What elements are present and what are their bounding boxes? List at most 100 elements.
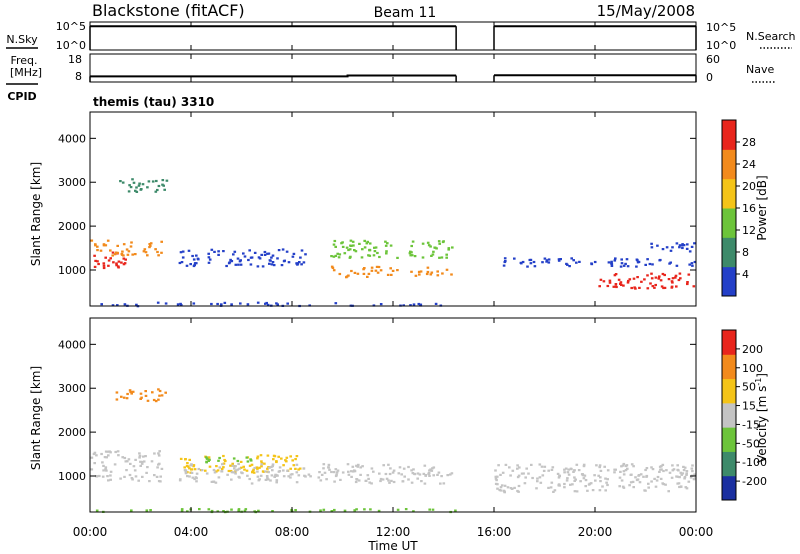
heatmap-cell	[606, 284, 610, 288]
heatmap-cell	[543, 465, 547, 468]
heatmap-cell	[184, 472, 188, 475]
heatmap-cell	[294, 509, 297, 512]
heatmap-cell	[126, 253, 130, 256]
heatmap-cell	[156, 466, 159, 469]
heatmap-cell	[429, 468, 432, 471]
heatmap-cell	[533, 265, 537, 268]
heatmap-cell	[267, 471, 270, 474]
heatmap-cell	[292, 464, 296, 467]
heatmap-cell	[280, 457, 283, 460]
colorbar-swatch	[722, 178, 736, 209]
heatmap-cell	[294, 458, 297, 461]
heatmap-cell	[676, 482, 679, 485]
heatmap-cell	[347, 248, 350, 252]
colorbar-swatch	[722, 266, 736, 297]
y-tick-label: 3000	[58, 176, 86, 189]
heatmap-cell	[398, 466, 402, 469]
heatmap-cell	[403, 475, 406, 478]
heatmap-cell	[131, 253, 134, 256]
heatmap-cell	[309, 475, 312, 478]
colorbar-frame	[721, 329, 737, 501]
heatmap-cell	[413, 473, 417, 476]
heatmap-cell	[686, 281, 689, 284]
time-x-axis: 00:00 04:00 08:00 12:00 16:00 20:00 00:00	[73, 22, 714, 539]
heatmap-cell	[440, 475, 443, 478]
heatmap-cell	[590, 262, 593, 265]
heatmap-cell	[297, 468, 300, 471]
heatmap-cell	[376, 251, 379, 255]
heatmap-cell	[613, 259, 617, 262]
heatmap-cell	[628, 484, 631, 487]
heatmap-cell	[520, 472, 524, 475]
heatmap-cell	[648, 262, 652, 266]
heatmap-cell	[122, 396, 126, 399]
heatmap-cell	[681, 243, 684, 246]
heatmap-cell	[382, 464, 385, 467]
heatmap-cell	[599, 469, 603, 472]
heatmap-cell	[621, 464, 625, 467]
heatmap-cell	[234, 469, 238, 472]
heatmap-cell	[358, 242, 361, 245]
heatmap-cell	[674, 274, 678, 277]
heatmap-cell	[137, 479, 140, 482]
colorbar-tick-label: 24	[742, 158, 756, 171]
heatmap-cell	[322, 508, 326, 511]
heatmap-cell	[397, 472, 401, 475]
heatmap-cell	[111, 254, 114, 257]
heatmap-cell	[602, 280, 606, 283]
heatmap-cell	[147, 180, 151, 183]
heatmap-cell	[158, 389, 162, 393]
heatmap-cell	[141, 183, 145, 186]
heatmap-cell	[651, 285, 655, 288]
heatmap-cell	[626, 281, 630, 284]
heatmap-cell	[97, 262, 100, 266]
heatmap-cell	[567, 468, 570, 471]
heatmap-cell	[93, 265, 97, 268]
heatmap-cell	[573, 476, 576, 479]
heatmap-cell	[286, 302, 289, 305]
heatmap-cell	[149, 244, 152, 247]
heatmap-cell	[330, 255, 333, 258]
heatmap-cell	[651, 263, 654, 266]
heatmap-cell	[153, 474, 156, 477]
heatmap-cell	[197, 467, 201, 471]
x-tick-label: 00:00	[679, 525, 714, 539]
heatmap-cell	[141, 460, 144, 464]
heatmap-cell	[642, 475, 645, 478]
date-label: 15/May/2008	[597, 2, 695, 20]
heatmap-cell	[256, 470, 259, 473]
heatmap-cell	[357, 463, 360, 466]
heatmap-cell	[268, 262, 271, 265]
heatmap-cell	[364, 479, 368, 482]
x-axis-label: Time UT	[367, 539, 418, 553]
heatmap-cell	[586, 489, 589, 492]
heatmap-cell	[304, 475, 307, 478]
heatmap-cell	[148, 480, 151, 483]
heatmap-cell	[276, 303, 279, 306]
heatmap-cell	[355, 508, 358, 511]
heatmap-cell	[591, 489, 595, 492]
heatmap-cell	[410, 244, 413, 248]
heatmap-cell	[400, 473, 403, 476]
heatmap-cell	[605, 481, 608, 484]
heatmap-cell	[396, 269, 399, 272]
heatmap-cell	[409, 254, 412, 257]
heatmap-cell	[221, 463, 224, 466]
heatmap-cell	[374, 246, 378, 249]
heatmap-cell	[573, 490, 577, 493]
heatmap-cell	[217, 250, 220, 253]
heatmap-cell	[220, 467, 224, 471]
heatmap-cell	[195, 477, 198, 480]
heatmap-cell	[683, 466, 687, 469]
heatmap-cell	[225, 264, 228, 268]
heatmap-cell	[148, 246, 151, 249]
colorbar-swatch	[722, 330, 736, 355]
heatmap-cell	[390, 479, 393, 482]
heatmap-cell	[332, 471, 336, 474]
heatmap-cell	[160, 394, 164, 397]
heatmap-cell	[645, 467, 649, 470]
heatmap-cell	[134, 458, 137, 461]
heatmap-cell	[434, 302, 438, 305]
heatmap-cell	[116, 450, 120, 453]
heatmap-cell	[681, 472, 685, 475]
